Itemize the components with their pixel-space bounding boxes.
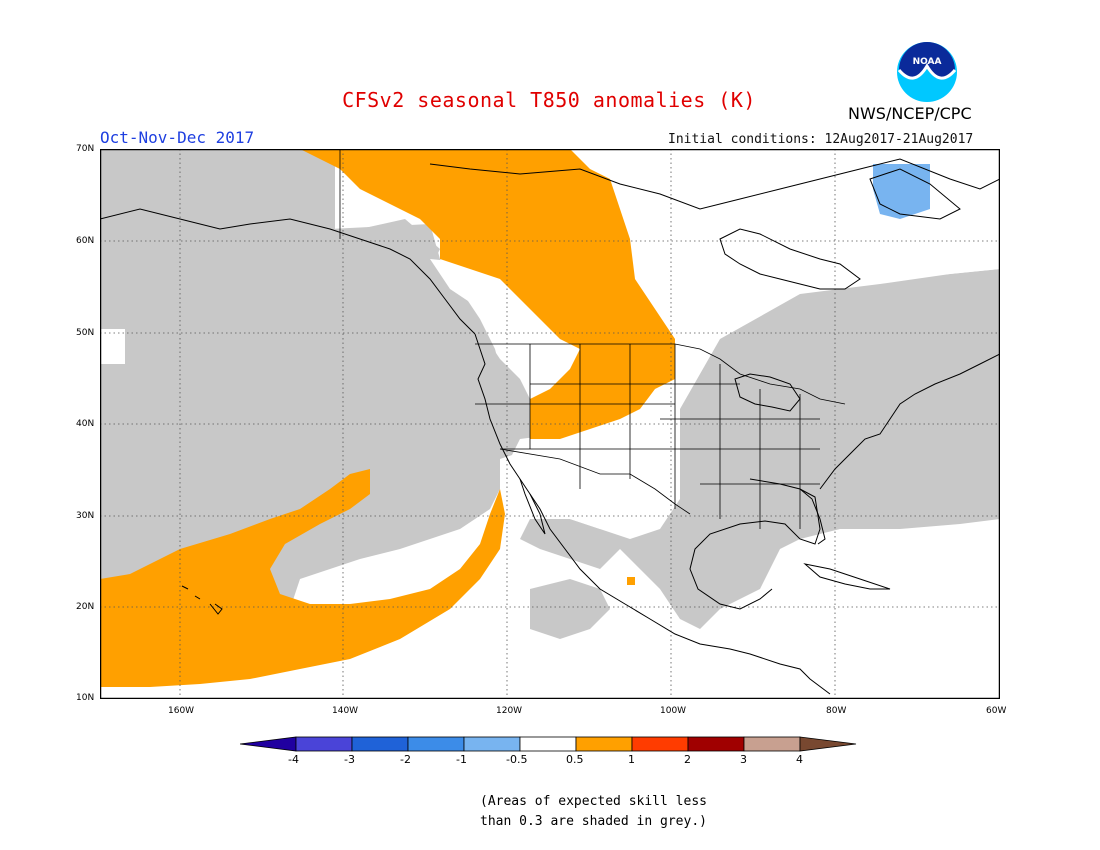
colorbar-label-minus0-5: -0.5 — [506, 753, 528, 766]
white-gap-northwest — [430, 259, 555, 339]
great-lakes — [734, 373, 801, 412]
colorbar-cell-7 — [631, 736, 689, 752]
skill-note-line2: than 0.3 are shaded in grey.) — [480, 814, 707, 829]
canada-arctic-coast — [429, 158, 1000, 210]
colorbar-cell-4 — [463, 736, 521, 752]
lat-label-30n: 30N — [76, 511, 95, 521]
noaa-logo-icon: NOAA — [897, 42, 957, 102]
skill-note: (Areas of expected skill less than 0.3 a… — [480, 792, 707, 832]
colorbar-cell-1 — [295, 736, 353, 752]
alaska-coast — [100, 208, 476, 335]
warm-hawaii-band — [100, 469, 505, 687]
hudson-bay — [719, 228, 861, 290]
anomaly-map — [100, 149, 1000, 699]
colorbar-label-0-5: 0.5 — [566, 753, 584, 766]
colorbar-cell-10 — [799, 736, 857, 752]
forecast-period: Oct-Nov-Dec 2017 — [100, 128, 255, 147]
colorbar-cell-5 — [519, 736, 577, 752]
lat-label-40n: 40N — [76, 419, 95, 429]
colorbar-label-4: 4 — [796, 753, 803, 766]
hawaii — [181, 585, 223, 615]
cuba — [803, 563, 891, 590]
lon-label-120w: 120W — [496, 706, 523, 716]
map-gridlines — [100, 149, 1000, 699]
lon-label-160w: 160W — [168, 706, 195, 716]
baja — [519, 478, 546, 535]
colorbar-label-minus3: -3 — [344, 753, 355, 766]
warm-mexico-dot — [627, 577, 635, 585]
lon-label-60w: 60W — [986, 706, 1007, 716]
initial-conditions: Initial conditions: 12Aug2017-21Aug2017 — [668, 132, 974, 147]
noaa-logo-text: NOAA — [913, 57, 942, 67]
colorbar-cell-6 — [575, 736, 633, 752]
lat-label-50n: 50N — [76, 328, 95, 338]
map-frame — [100, 149, 1000, 699]
east-coast — [819, 353, 1000, 490]
west-coast — [474, 333, 831, 695]
lat-label-20n: 20N — [76, 602, 95, 612]
map-title: CFSv2 seasonal T850 anomalies (K) — [342, 88, 756, 112]
warm-canada-rockies — [300, 149, 675, 439]
us-state-lines — [475, 344, 820, 529]
colorbar-cell-3 — [407, 736, 465, 752]
colorbar-label-1: 1 — [628, 753, 635, 766]
political-borders — [339, 149, 846, 529]
grey-gulf-mexico — [690, 529, 760, 589]
colorbar-label-minus4: -4 — [288, 753, 299, 766]
lat-label-60n: 60N — [76, 236, 95, 246]
lon-label-140w: 140W — [332, 706, 359, 716]
colorbar-cell-8 — [687, 736, 745, 752]
colorbar-cell-2 — [351, 736, 409, 752]
white-southwest — [510, 424, 675, 529]
colorbar — [240, 736, 857, 752]
noaa-logo: NOAA — [896, 40, 958, 108]
colorbar-cell-9 — [743, 736, 801, 752]
lon-label-100w: 100W — [660, 706, 687, 716]
colorbar-label-minus1: -1 — [456, 753, 467, 766]
grey-west-coast — [140, 224, 520, 589]
colorbar-label-3: 3 — [740, 753, 747, 766]
baffin-island — [869, 168, 961, 220]
gulf-coast — [689, 478, 821, 610]
florida — [799, 488, 826, 545]
us-canada-border — [475, 343, 846, 405]
coastlines — [100, 158, 1000, 695]
lat-label-10n: 10N — [76, 693, 95, 703]
warm-anomaly-areas — [100, 149, 675, 687]
cool-anomaly-baffin — [873, 164, 930, 219]
colorbar-cell-0 — [240, 736, 297, 752]
skill-note-line1: (Areas of expected skill less — [480, 794, 707, 809]
colorbar-label-minus2: -2 — [400, 753, 411, 766]
lat-label-70n: 70N — [76, 144, 95, 154]
lon-label-80w: 80W — [826, 706, 847, 716]
colorbar-label-2: 2 — [684, 753, 691, 766]
agency-label: NWS/NCEP/CPC — [848, 104, 972, 123]
grey-mexico-pacific — [530, 579, 610, 639]
